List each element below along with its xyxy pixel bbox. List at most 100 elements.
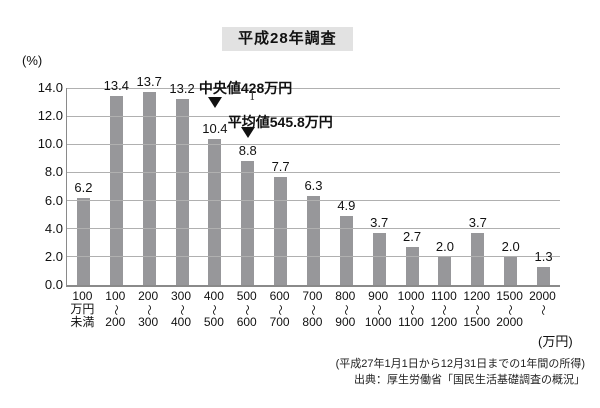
median-annotation-marker-icon	[207, 97, 222, 108]
footer: (平成27年1月1日から12月31日までの1年間の所得) 出典：厚生労働省「国民…	[336, 356, 585, 388]
bar-value-label: 3.7	[468, 214, 487, 230]
x-tick-line: 1500	[463, 315, 491, 329]
tilde-glyph: 〜	[240, 304, 253, 316]
bar-value-label: 6.2	[74, 179, 93, 195]
bar	[438, 256, 452, 285]
bar-value-label: 2.0	[501, 238, 520, 254]
x-tick-label: 1100 〜 1200	[427, 290, 460, 329]
x-axis-unit-label: (万円)	[538, 334, 573, 349]
bar	[142, 92, 156, 285]
tilde-glyph: 〜	[207, 304, 220, 316]
bar	[175, 99, 189, 285]
bar-value-label: 13.4	[103, 78, 129, 94]
x-axis-labels: 100 万円 未満 100 〜 200 200 〜 300 300 〜 400 400 〜 500 500 〜 6…	[66, 290, 559, 329]
bar	[405, 247, 419, 285]
tilde-glyph: 〜	[372, 304, 385, 316]
grid-line	[67, 171, 560, 173]
range-tilde: 〜	[296, 303, 329, 316]
range-tilde: 〜	[165, 303, 198, 316]
x-tick-line: 700	[302, 289, 323, 303]
range-tilde: 〜	[197, 303, 230, 316]
x-tick-line: 800	[302, 315, 323, 329]
bar-value-label: 2.7	[403, 229, 422, 244]
x-tick-label: 700 〜 800	[296, 290, 329, 329]
footer-source: 出典：厚生労働省「国民生活基礎調査の概況」	[354, 374, 585, 386]
bar-value-label: 6.3	[304, 178, 323, 194]
bar	[372, 232, 386, 285]
x-tick-label: 400 〜 500	[197, 290, 230, 329]
range-tilde: 〜	[99, 303, 132, 316]
x-tick-line: 300	[170, 289, 192, 303]
grid-line	[67, 87, 560, 89]
x-tick-line: 600	[236, 315, 257, 329]
grid-line	[67, 200, 560, 202]
tilde-glyph: 〜	[339, 304, 352, 316]
bar-value-label: 13.7	[136, 74, 162, 90]
bar	[208, 138, 222, 285]
bar-value-label: 1.3	[534, 248, 553, 264]
bar	[339, 216, 353, 285]
y-tick-label: 8.0	[44, 164, 63, 180]
footer-note: (平成27年1月1日から12月31日までの1年間の所得)	[335, 358, 585, 370]
y-axis-unit-label: (%)	[22, 53, 43, 68]
y-tick-label: 2.0	[44, 248, 63, 264]
y-tick-label: 12.0	[37, 108, 63, 124]
grid-line	[67, 256, 560, 258]
tilde-glyph: 〜	[109, 304, 122, 316]
median-annotation-label: 中央値428万円	[198, 80, 293, 96]
x-tick-label: 200 〜 300	[132, 290, 165, 329]
y-tick-label: 14.0	[37, 80, 63, 95]
x-tick-label: 600 〜 700	[263, 290, 296, 329]
bar-value-label: 10.4	[202, 120, 228, 136]
x-tick-line: 万円	[70, 302, 95, 316]
x-tick-label: 100 〜 200	[99, 290, 132, 329]
x-tick-label: 2000 〜	[526, 290, 559, 329]
x-tick-label: 1200 〜 1500	[460, 290, 493, 329]
bar	[76, 197, 90, 285]
x-tick-line: 1200	[430, 315, 458, 329]
x-tick-line: 1500	[496, 289, 523, 303]
tilde-glyph: 〜	[405, 304, 418, 316]
x-tick-line: 1200	[463, 289, 491, 303]
x-tick-line: 100	[105, 289, 126, 303]
tilde-glyph: 〜	[273, 304, 286, 316]
range-tilde: 〜	[263, 303, 296, 316]
bar	[537, 266, 551, 285]
bar-value-label: 4.9	[337, 198, 356, 214]
bar	[504, 256, 518, 285]
text-cursor-artifact: I	[250, 89, 255, 103]
x-tick-line: 400	[203, 289, 224, 303]
y-tick-label: 4.0	[44, 220, 63, 236]
x-tick-line: 800	[335, 289, 356, 303]
x-tick-label: 300 〜 400	[165, 290, 198, 329]
x-tick-line: 300	[138, 315, 159, 329]
x-tick-line: 400	[170, 315, 192, 329]
tilde-glyph: 〜	[470, 304, 483, 316]
range-tilde: 〜	[132, 303, 165, 316]
tilde-glyph: 〜	[536, 304, 549, 316]
tilde-glyph: 〜	[142, 304, 155, 316]
x-tick-line: 900	[335, 315, 356, 329]
x-tick-line: 2000	[496, 315, 523, 329]
x-tick-line: 900	[368, 289, 389, 303]
bar-value-label: 13.2	[169, 81, 195, 97]
tilde-glyph: 〜	[503, 304, 516, 316]
range-tilde: 〜	[329, 303, 362, 316]
y-tick-label: 10.0	[37, 136, 63, 152]
chart-title: 平成28年調査	[222, 27, 353, 51]
tilde-glyph: 〜	[306, 304, 319, 316]
bar	[274, 176, 288, 285]
x-tick-label: 1000 〜 1100	[395, 290, 428, 329]
x-tick-line: 1000	[397, 289, 425, 303]
range-tilde: 〜	[230, 303, 263, 316]
x-tick-line: 2000	[529, 289, 556, 303]
x-tick-line: 1100	[430, 289, 457, 303]
bar	[241, 161, 255, 285]
x-tick-label: 800 〜 900	[329, 290, 362, 329]
x-tick-line: 未満	[70, 315, 95, 329]
x-tick-line: 600	[269, 289, 290, 303]
x-tick-line: 1000	[364, 315, 392, 329]
x-tick-line: 200	[105, 315, 126, 329]
x-tick-line: 100	[72, 289, 93, 303]
